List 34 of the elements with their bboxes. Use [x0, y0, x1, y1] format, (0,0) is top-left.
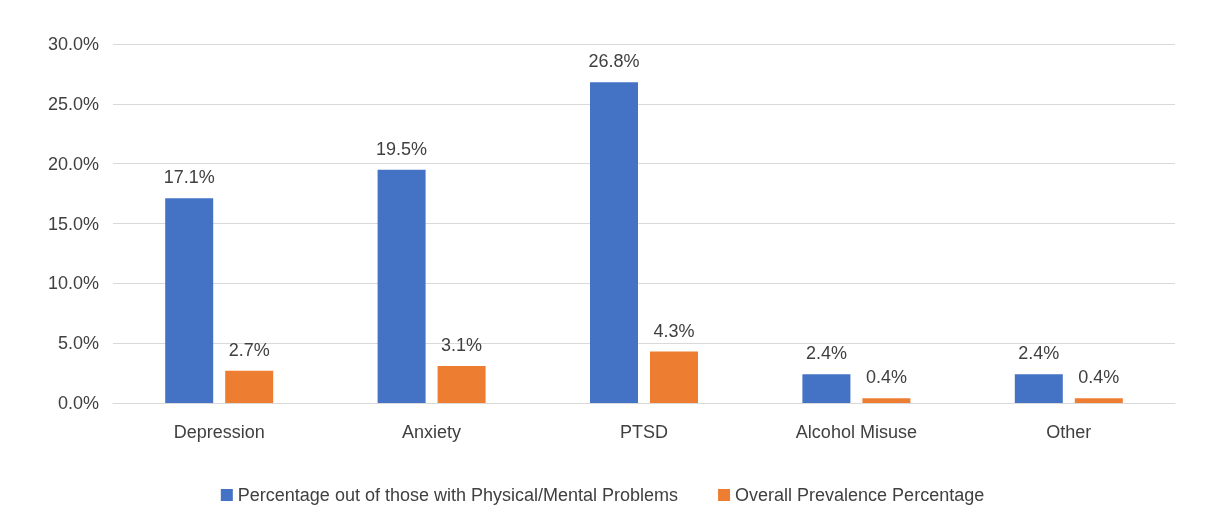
data-label: 17.1% [163, 167, 215, 188]
x-tick-label: Anxiety [402, 422, 462, 442]
x-tick-label: Other [1046, 422, 1092, 442]
bar [1014, 374, 1063, 403]
bar [225, 370, 274, 403]
y-tick-label: 25.0% [47, 93, 99, 114]
x-tick-label: Alcohol Misuse [795, 422, 917, 442]
y-tick-label: 5.0% [57, 333, 99, 354]
bar [862, 398, 911, 403]
x-tick-label: PTSD [619, 422, 669, 442]
y-tick-label: 15.0% [47, 213, 99, 234]
y-tick-label: 20.0% [47, 153, 99, 174]
x-tick-label: Depression [173, 422, 265, 442]
y-tick-label: 30.0% [47, 34, 99, 54]
data-label: 26.8% [588, 51, 640, 72]
data-label: 2.7% [228, 339, 270, 360]
bar [590, 82, 638, 403]
data-label: 4.3% [653, 320, 695, 341]
legend-label: Overall Prevalence Percentage [735, 485, 985, 505]
bar [650, 351, 698, 403]
bar [802, 374, 851, 403]
data-label: 0.4% [865, 367, 907, 388]
legend-label: Percentage out of those with Physical/Mental Problems [237, 485, 679, 505]
data-label: 3.1% [441, 334, 483, 355]
data-label: 0.4% [1078, 367, 1120, 388]
bar [165, 198, 214, 403]
data-label: 2.4% [1018, 343, 1060, 364]
bar [437, 365, 486, 403]
data-label: 19.5% [376, 138, 428, 159]
y-tick-label: 10.0% [47, 273, 99, 294]
bar [377, 169, 426, 403]
y-tick-label: 0.0% [57, 393, 99, 413]
data-label: 2.4% [805, 343, 847, 364]
bar [1074, 398, 1123, 403]
